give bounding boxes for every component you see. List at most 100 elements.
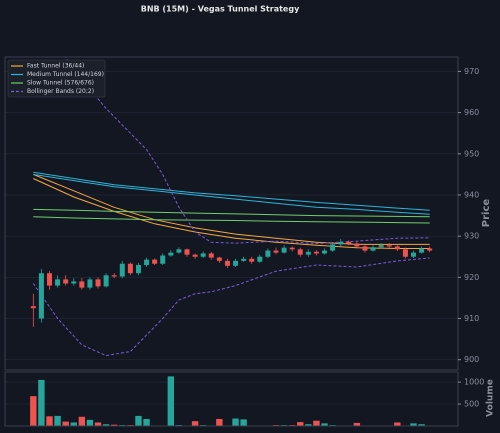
candle-body (273, 250, 279, 253)
candle-body (216, 257, 222, 261)
candle-body (55, 279, 61, 286)
volume-bar (135, 415, 142, 426)
volume-bar (305, 424, 312, 426)
y-tick-label: 940 (464, 190, 479, 199)
indicator-line (33, 173, 430, 215)
candle-body (241, 258, 247, 261)
indicator-line (64, 57, 430, 245)
volume-bar (86, 419, 94, 426)
candle-body (289, 247, 295, 250)
candle-body (38, 273, 44, 319)
candle-body (135, 264, 141, 274)
candle-body (103, 275, 109, 287)
indicator-line (33, 171, 430, 211)
candle-body (330, 244, 336, 251)
indicator-line (33, 173, 430, 245)
candle-body (378, 245, 384, 248)
candle-body (168, 252, 174, 256)
volume-bar (30, 396, 37, 426)
volume-bar (240, 419, 247, 426)
candle-body (127, 263, 133, 274)
indicator-line (33, 208, 430, 218)
candle-body (176, 249, 182, 253)
indicator-line (32, 257, 430, 357)
candle-body (386, 245, 392, 247)
candle-body (281, 247, 287, 253)
volume-bar (38, 379, 45, 426)
candle-body (200, 253, 206, 257)
legend-label: Slow Tunnel (576/676) (27, 80, 94, 87)
candle-body (111, 275, 117, 277)
chart-title: BNB (15M) - Vegas Tunnel Strategy (141, 5, 300, 14)
volume-bar (216, 418, 223, 426)
candle-body (322, 250, 328, 254)
candle-body (224, 260, 230, 266)
candle-body (119, 263, 125, 277)
legend-label: Medium Tunnel (144/169) (27, 71, 104, 78)
volume-bar (54, 415, 61, 426)
volume-bar (62, 421, 69, 426)
y-tick-label: 900 (464, 355, 479, 364)
candle-body (362, 246, 368, 251)
volume-bar (46, 416, 53, 426)
candle-body (265, 250, 271, 257)
y-tick-label: 930 (464, 232, 479, 241)
indicator-line (33, 216, 430, 224)
volume-bar (102, 424, 110, 426)
volume-bar (78, 416, 86, 426)
y-tick-label: 970 (464, 67, 479, 76)
candle-body (313, 251, 319, 254)
candle-body (71, 281, 77, 284)
candle-body (419, 248, 425, 253)
volume-bar (94, 422, 102, 426)
volume-bar (111, 424, 118, 426)
candle-body (152, 259, 158, 264)
candle-body (208, 253, 214, 258)
candle-body (402, 249, 408, 257)
y-tick-label: 1000 (464, 378, 484, 387)
y-tick-label: 960 (464, 108, 479, 117)
candle-body (346, 241, 352, 244)
volume-bar (321, 423, 328, 426)
candle-body (192, 254, 198, 257)
candle-body (184, 249, 190, 255)
indicator-line (33, 178, 430, 249)
candle-body (338, 241, 344, 245)
volume-bar (410, 423, 417, 426)
candle-body (87, 279, 93, 288)
candle-body (249, 258, 255, 262)
volume-bar (191, 421, 199, 426)
candle-body (63, 279, 69, 284)
candle-body (370, 247, 376, 251)
candle-body (305, 251, 311, 255)
volume-bar (70, 422, 77, 426)
candle-body (354, 243, 360, 247)
legend-label: Fast Tunnel (36/44) (27, 63, 84, 70)
y-tick-label: 950 (464, 149, 479, 158)
price-frame (4, 56, 459, 371)
volume-bar (394, 422, 401, 426)
candle-body (79, 281, 85, 288)
volume-frame (4, 371, 459, 427)
volume-bar (232, 418, 239, 426)
candle-body (160, 255, 166, 264)
volume-bar (313, 420, 320, 426)
volume-axis-label: Volume (486, 379, 496, 417)
volume-bar (167, 376, 175, 426)
legend-label: Bollinger Bands (20;2) (27, 88, 94, 95)
candle-body (46, 273, 52, 286)
volume-bar (353, 422, 361, 426)
candle-body (233, 260, 239, 266)
volume-bar (297, 422, 304, 426)
candle-body (394, 246, 400, 250)
candle-body (257, 256, 263, 262)
y-axis-label: Price (481, 199, 492, 228)
candle-body (411, 252, 417, 257)
candle-body (144, 259, 150, 265)
legend-box (7, 59, 106, 98)
candle-body (427, 248, 433, 251)
y-tick-label: 500 (464, 400, 479, 409)
y-tick-label: 920 (464, 273, 479, 282)
candle-body (30, 306, 36, 309)
